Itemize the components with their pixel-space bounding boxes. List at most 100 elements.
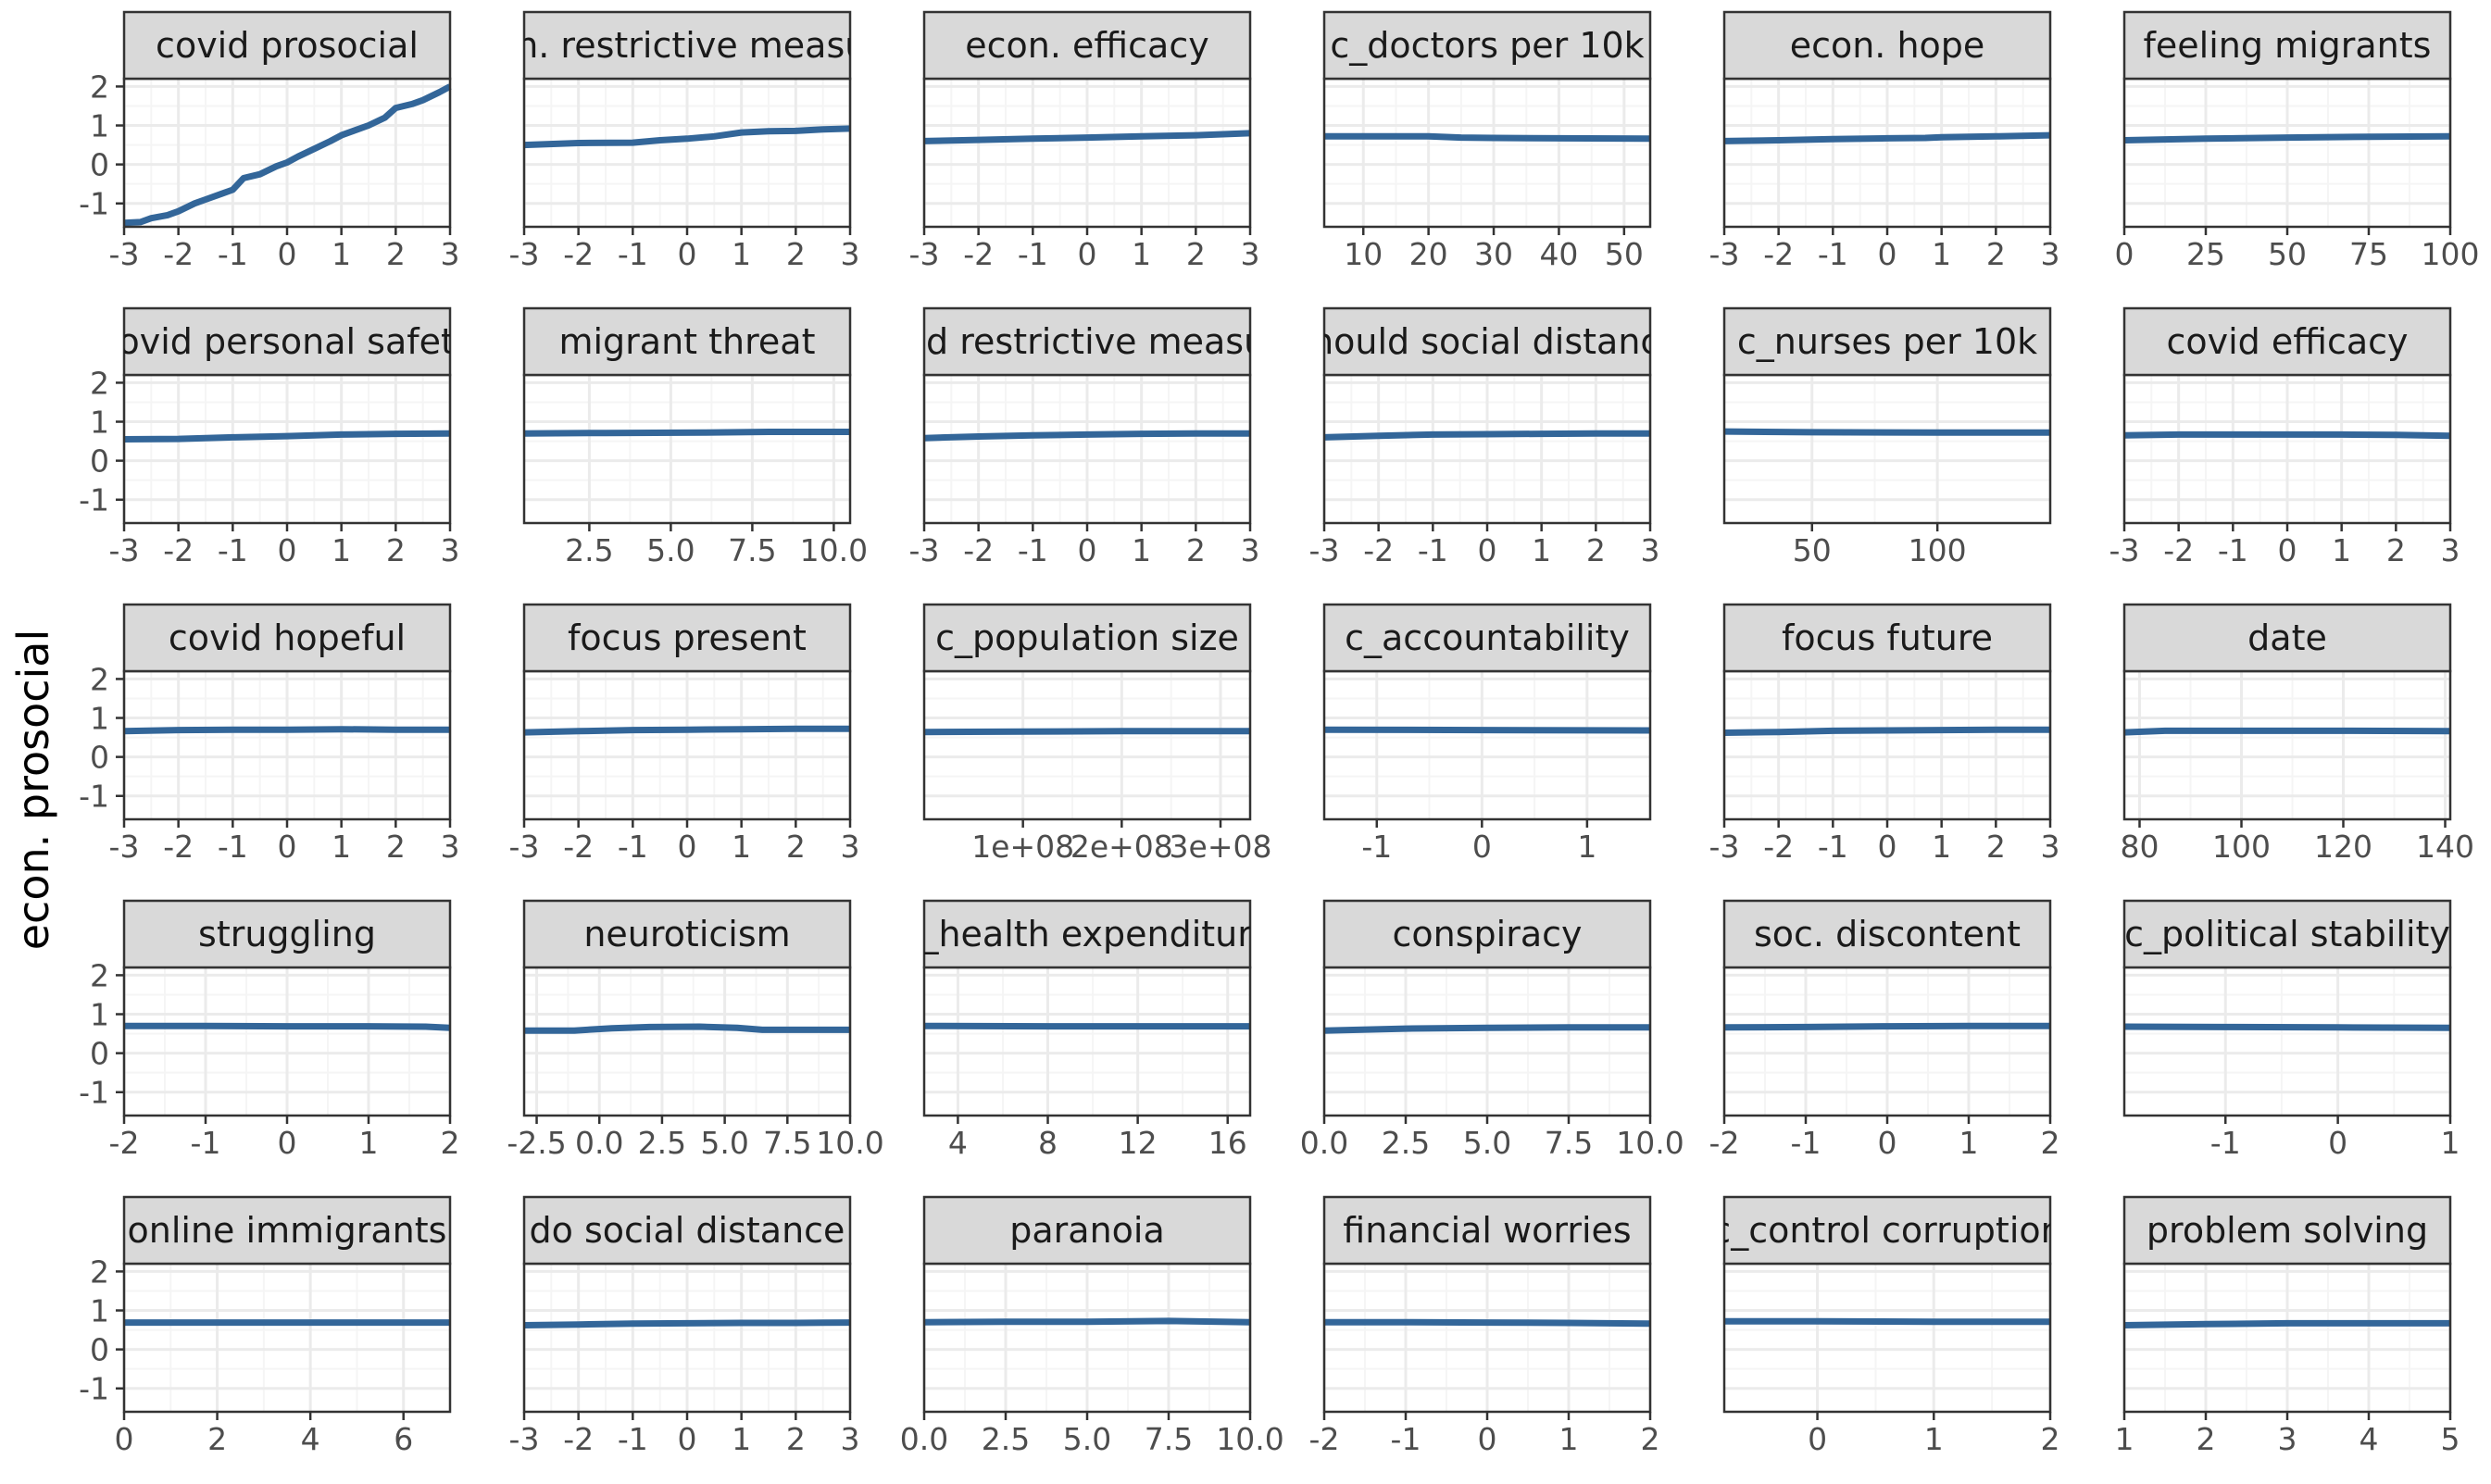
facet-panel: c_nurses per 10k 50 100 — [1722, 306, 2052, 568]
facet-title: econ. restrictive measures — [454, 25, 921, 66]
series-line — [1324, 1318, 1651, 1328]
x-tick-label: 5.0 — [700, 1125, 748, 1161]
series-line — [1323, 430, 1650, 441]
x-tick-label: -2 — [1363, 532, 1394, 568]
x-tick-label: -2 — [963, 532, 994, 568]
facet-strip — [1722, 306, 2052, 377]
series-line — [523, 1319, 851, 1328]
y-tick-label: -1 — [79, 186, 109, 222]
facet-strip — [922, 10, 1252, 81]
x-tick-label: 1 — [1932, 829, 1951, 865]
x-tick-label: -1 — [1391, 1421, 1421, 1457]
series-line — [123, 430, 451, 443]
x-tick-label: 1 — [2332, 532, 2351, 568]
x-tick-label: 2 — [2197, 1421, 2216, 1457]
facet-strip — [522, 306, 852, 377]
x-tick-label: 50 — [1793, 532, 1832, 568]
x-tick-label: -2 — [563, 236, 594, 272]
series-line — [2123, 1319, 2450, 1328]
x-tick-label: -3 — [109, 236, 140, 272]
x-tick-label: -2 — [1763, 829, 1794, 865]
x-tick-label: -2 — [1763, 236, 1794, 272]
x-tick-label: 0 — [2115, 236, 2134, 272]
x-tick-label: 75 — [2349, 236, 2388, 272]
x-tick-label: 1 — [732, 829, 751, 865]
facet-strip — [122, 603, 452, 673]
x-tick-label: -1 — [2218, 532, 2248, 568]
x-tick-label: 0 — [1478, 1421, 1497, 1457]
x-tick-label: 1 — [332, 829, 351, 865]
series-line — [124, 1022, 451, 1031]
facet-strip — [1322, 10, 1652, 81]
x-tick-label: 0 — [1808, 1421, 1827, 1457]
y-tick-label: -1 — [79, 482, 109, 518]
x-tick-label: 0 — [1878, 1125, 1897, 1161]
x-tick-label: 10 — [1344, 236, 1383, 272]
x-tick-label: 0 — [1078, 236, 1097, 272]
x-tick-label: -3 — [509, 829, 540, 865]
facet-panel: feeling migrants 0 25 50 75 100 — [2115, 10, 2480, 272]
x-tick-label: 1 — [1532, 532, 1551, 568]
facet-panel: c_health expenditure 4 8 12 16 — [922, 899, 1252, 1161]
x-tick-label: 2.5 — [982, 1421, 1030, 1457]
x-tick-label: 100 — [2212, 829, 2271, 865]
facet-strip — [922, 306, 1252, 377]
x-tick-label: -3 — [509, 236, 540, 272]
facet-title: econ. efficacy — [965, 25, 1208, 66]
facet-strip — [922, 603, 1252, 673]
facet-title: do social distance — [530, 1210, 845, 1251]
x-tick-label: 2 — [1986, 236, 2006, 272]
facet-title: covid personal safety — [99, 321, 476, 362]
facet-strip — [122, 306, 452, 377]
x-tick-label: 3 — [841, 1421, 860, 1457]
facet-panel: paranoia 0.0 2.5 5.0 7.5 10.0 — [900, 1195, 1284, 1457]
x-tick-label: 100 — [1909, 532, 1967, 568]
x-tick-label: 2 — [386, 236, 406, 272]
x-tick-label: -1 — [218, 532, 248, 568]
x-tick-label: 3 — [441, 532, 460, 568]
series-line — [523, 125, 851, 149]
facet-title: problem solving — [2147, 1210, 2428, 1251]
facet-panel: c_doctors per 10k 10 20 30 40 50 — [1322, 10, 1652, 272]
facet-title: conspiracy — [1393, 914, 1583, 954]
x-tick-label: -2 — [2163, 532, 2194, 568]
y-tick-label: 0 — [90, 1332, 109, 1368]
x-tick-label: 1 — [359, 1125, 379, 1161]
facet-panel: financial worries -2 -1 0 1 2 — [1309, 1195, 1660, 1457]
facet-title: c_nurses per 10k — [1737, 321, 2037, 362]
x-tick-label: -1 — [1418, 532, 1448, 568]
x-tick-label: 6 — [394, 1421, 413, 1457]
x-tick-label: 2 — [1186, 532, 1206, 568]
x-tick-label: 120 — [2314, 829, 2372, 865]
x-tick-label: 5 — [2441, 1421, 2460, 1457]
x-tick-label: 3 — [2041, 829, 2060, 865]
x-tick-label: -1 — [618, 236, 648, 272]
x-tick-label: 0.0 — [575, 1125, 623, 1161]
x-tick-label: 0.0 — [900, 1421, 948, 1457]
x-tick-label: 2 — [786, 829, 806, 865]
x-tick-label: -1 — [1018, 532, 1048, 568]
x-tick-label: -2 — [109, 1125, 140, 1161]
facet-panel: c_political stability -1 0 1 — [2122, 899, 2460, 1161]
x-tick-label: 0 — [2278, 532, 2297, 568]
x-tick-label: 0 — [278, 1125, 297, 1161]
facet-strip — [1322, 1195, 1652, 1266]
facet-panel: c_accountability -1 0 1 — [1322, 603, 1652, 865]
facet-title: covid restrictive measures — [855, 321, 1320, 362]
facet-strip — [122, 1195, 452, 1266]
y-tick-label: 0 — [90, 1036, 109, 1072]
y-tick-label: 2 — [90, 661, 109, 697]
x-tick-label: -1 — [218, 236, 248, 272]
x-tick-label: -1 — [1018, 236, 1048, 272]
x-tick-label: 2e+08 — [1070, 829, 1173, 865]
x-tick-label: 3 — [2278, 1421, 2297, 1457]
x-tick-label: 0.0 — [1300, 1125, 1348, 1161]
y-tick-label: 0 — [90, 740, 109, 776]
x-tick-label: 1 — [1132, 532, 1151, 568]
series-line — [2123, 727, 2451, 736]
facet-strip — [1322, 603, 1652, 673]
x-tick-label: 100 — [2422, 236, 2480, 272]
facet-title: econ. hope — [1790, 25, 1985, 66]
